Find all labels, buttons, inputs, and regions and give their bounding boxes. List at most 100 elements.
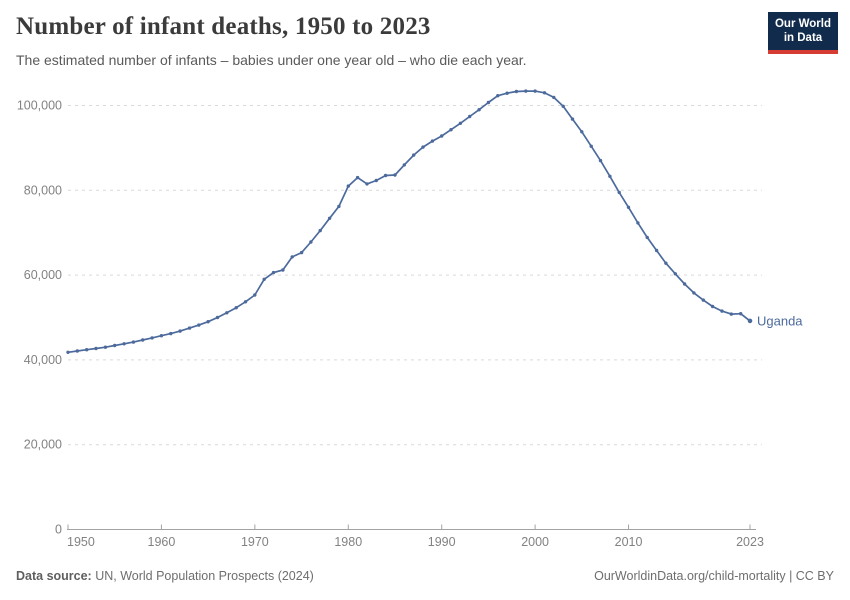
data-point[interactable] (626, 205, 631, 209)
data-point[interactable] (654, 248, 659, 253)
y-tick-label: 100,000 (17, 99, 62, 113)
data-point[interactable] (542, 91, 547, 95)
x-tick-label: 1970 (241, 535, 269, 549)
data-point[interactable] (477, 108, 481, 112)
data-point[interactable] (150, 336, 154, 340)
data-source-text: UN, World Population Prospects (2024) (91, 569, 314, 583)
data-point[interactable] (486, 100, 491, 105)
owid-logo-line2: in Data (783, 32, 823, 44)
data-point[interactable] (561, 104, 565, 109)
y-tick-label: 40,000 (24, 353, 62, 367)
data-point[interactable] (169, 331, 173, 336)
data-point[interactable] (747, 318, 753, 324)
data-point[interactable] (514, 89, 519, 94)
data-point[interactable] (131, 340, 136, 344)
data-point[interactable] (327, 216, 332, 220)
data-point[interactable] (552, 95, 556, 100)
data-point[interactable] (570, 117, 575, 121)
data-point[interactable] (215, 315, 220, 320)
data-point[interactable] (580, 130, 584, 134)
owid-logo-red-bar (768, 50, 838, 54)
data-point[interactable] (159, 334, 164, 338)
data-point[interactable] (468, 114, 472, 119)
y-tick-label: 80,000 (24, 183, 62, 197)
data-point[interactable] (412, 153, 416, 157)
data-point[interactable] (365, 182, 369, 186)
data-point[interactable] (383, 173, 388, 178)
data-point[interactable] (393, 173, 397, 177)
data-point[interactable] (178, 329, 182, 333)
data-point[interactable] (271, 270, 276, 275)
page-subtitle: The estimated number of infants – babies… (16, 52, 527, 68)
data-point[interactable] (496, 94, 500, 98)
data-point[interactable] (739, 312, 743, 316)
data-point[interactable] (430, 139, 435, 143)
data-point[interactable] (402, 163, 406, 167)
data-point[interactable] (309, 240, 313, 244)
data-point[interactable] (346, 184, 350, 188)
data-point[interactable] (206, 320, 210, 324)
data-point[interactable] (141, 338, 145, 342)
y-tick-label: 0 (55, 523, 62, 537)
y-tick-label: 60,000 (24, 268, 62, 282)
data-point[interactable] (645, 235, 649, 240)
data-point[interactable] (103, 345, 108, 349)
data-point[interactable] (421, 145, 425, 149)
data-point[interactable] (449, 128, 453, 132)
data-point[interactable] (187, 326, 192, 330)
data-point[interactable] (505, 91, 509, 95)
x-tick-label: 1960 (148, 535, 176, 549)
data-point[interactable] (253, 293, 257, 297)
data-point[interactable] (225, 311, 229, 315)
data-point[interactable] (374, 178, 378, 183)
data-point[interactable] (94, 346, 98, 351)
data-source-label: Data source: (16, 569, 92, 583)
data-point[interactable] (608, 174, 612, 178)
data-point[interactable] (682, 282, 687, 286)
data-point[interactable] (122, 342, 126, 346)
data-point[interactable] (589, 144, 593, 148)
data-point[interactable] (234, 306, 238, 310)
x-tick-label: 2010 (615, 535, 643, 549)
uganda-series-line[interactable] (67, 90, 751, 354)
data-point[interactable] (692, 291, 696, 295)
data-source-note: Data source: UN, World Population Prospe… (16, 569, 314, 583)
data-point[interactable] (720, 309, 724, 313)
data-point[interactable] (299, 250, 304, 255)
data-point[interactable] (281, 268, 285, 272)
x-tick-label: 1990 (428, 535, 456, 549)
data-point[interactable] (113, 343, 117, 348)
data-point[interactable] (262, 277, 266, 281)
data-point[interactable] (664, 261, 668, 265)
data-point[interactable] (729, 312, 733, 316)
data-point[interactable] (617, 190, 621, 195)
owid-logo[interactable]: Our World in Data (768, 12, 838, 54)
data-point[interactable] (710, 304, 715, 309)
data-point[interactable] (85, 348, 89, 352)
data-point[interactable] (290, 255, 294, 259)
data-point[interactable] (243, 300, 248, 304)
x-tick-label: 1950 (67, 535, 95, 549)
y-tick-label: 20,000 (24, 438, 62, 452)
data-point[interactable] (598, 158, 603, 163)
data-point[interactable] (701, 298, 705, 302)
data-point[interactable] (636, 221, 640, 225)
data-point[interactable] (458, 121, 463, 126)
data-point[interactable] (66, 350, 70, 354)
data-point[interactable] (75, 349, 80, 353)
x-tick-label: 2000 (521, 535, 549, 549)
data-point[interactable] (673, 272, 677, 276)
footer-link[interactable]: OurWorldinData.org/child-mortality | CC … (594, 569, 834, 583)
data-point[interactable] (440, 134, 444, 138)
page-title: Number of infant deaths, 1950 to 2023 (16, 13, 431, 40)
data-point[interactable] (197, 323, 201, 327)
entity-label-uganda[interactable]: Uganda (757, 313, 803, 328)
data-point[interactable] (524, 89, 528, 93)
data-point[interactable] (318, 228, 322, 233)
data-point[interactable] (355, 175, 360, 180)
owid-logo-line1: Our World (774, 18, 831, 30)
data-point[interactable] (337, 204, 341, 209)
x-tick-label: 2023 (736, 535, 764, 549)
data-point[interactable] (533, 89, 537, 93)
